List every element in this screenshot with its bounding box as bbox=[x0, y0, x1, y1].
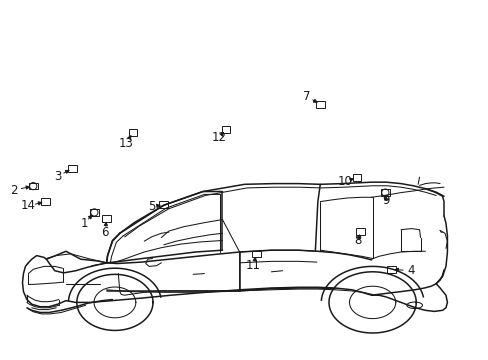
Text: 12: 12 bbox=[211, 131, 226, 144]
Bar bbox=[159, 201, 168, 208]
Bar bbox=[315, 101, 324, 108]
Text: 8: 8 bbox=[353, 234, 361, 247]
Bar bbox=[380, 189, 389, 196]
Text: 10: 10 bbox=[337, 175, 351, 188]
Text: 14: 14 bbox=[21, 199, 36, 212]
Bar bbox=[90, 209, 99, 216]
Bar bbox=[386, 266, 395, 273]
Bar bbox=[41, 198, 50, 205]
Bar bbox=[252, 251, 261, 257]
Bar bbox=[102, 215, 111, 222]
Text: 11: 11 bbox=[245, 259, 260, 272]
Text: 1: 1 bbox=[80, 217, 88, 230]
Text: 13: 13 bbox=[119, 137, 133, 150]
Text: 6: 6 bbox=[101, 226, 109, 239]
Bar bbox=[29, 183, 38, 189]
Bar bbox=[68, 165, 77, 172]
Text: 3: 3 bbox=[54, 170, 61, 183]
Bar bbox=[356, 228, 365, 235]
Bar bbox=[128, 129, 137, 136]
Text: 4: 4 bbox=[406, 264, 414, 277]
Text: 7: 7 bbox=[303, 90, 310, 103]
Text: 2: 2 bbox=[10, 184, 18, 197]
Text: 5: 5 bbox=[147, 201, 155, 213]
Bar bbox=[221, 126, 230, 133]
Bar bbox=[352, 174, 361, 181]
Text: 9: 9 bbox=[382, 194, 389, 207]
